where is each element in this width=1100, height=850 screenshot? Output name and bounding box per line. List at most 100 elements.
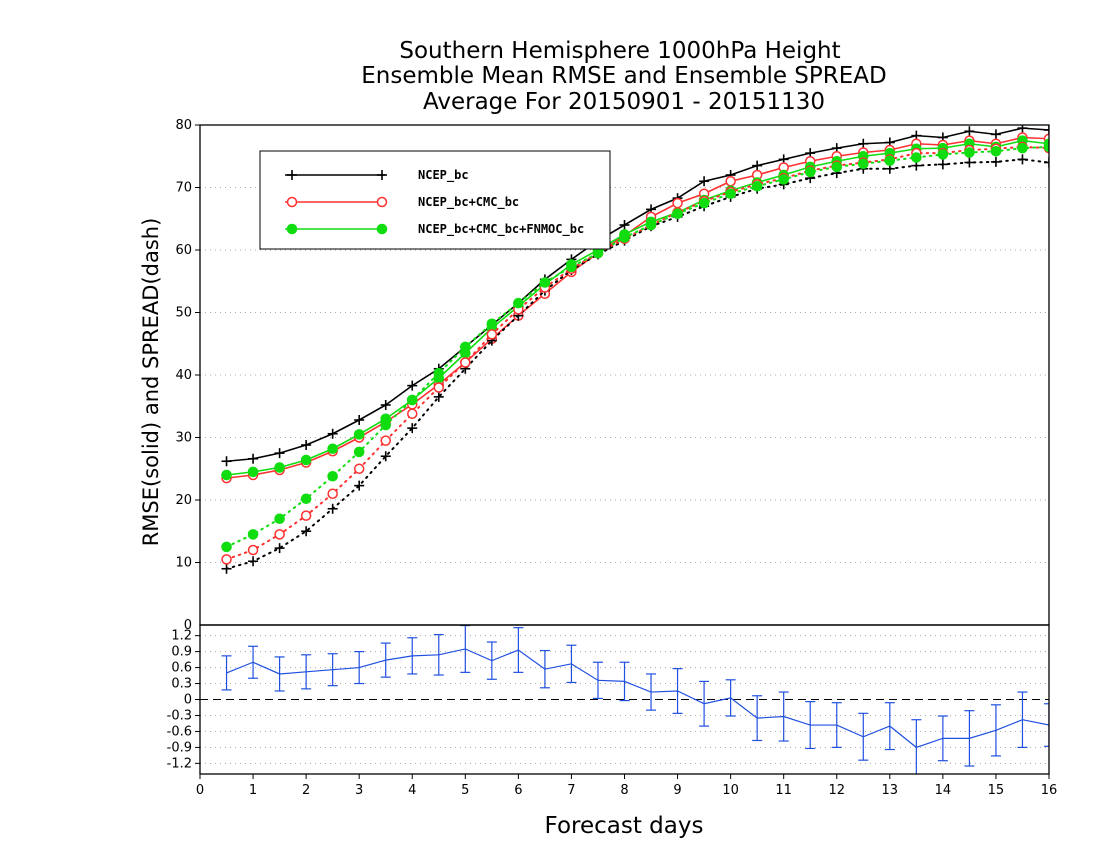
error-bar bbox=[566, 644, 577, 684]
legend-label: NCEP_bc bbox=[418, 168, 469, 183]
plus-marker bbox=[354, 415, 365, 425]
error-bar bbox=[805, 701, 816, 750]
legend-item: NCEP_bc+CMC_bc+FNMOC_bc bbox=[285, 222, 584, 237]
plus-marker bbox=[221, 563, 232, 574]
error-bar bbox=[354, 651, 365, 685]
plus-marker bbox=[301, 440, 312, 450]
filled-circle-marker bbox=[353, 446, 365, 458]
plus-marker bbox=[287, 170, 297, 180]
x-tick-label: 14 bbox=[935, 783, 952, 798]
x-tick-label: 3 bbox=[355, 783, 363, 798]
plus-marker bbox=[937, 159, 948, 170]
error-bar bbox=[1044, 703, 1049, 747]
filled-circle-marker bbox=[672, 208, 683, 220]
y-tick-label: 0 bbox=[184, 618, 192, 633]
filled-circle-marker bbox=[964, 147, 975, 158]
filled-circle-marker bbox=[1017, 142, 1028, 154]
y-tick-label: 70 bbox=[175, 181, 192, 196]
x-tick-label: 13 bbox=[882, 783, 899, 798]
error-bar bbox=[937, 715, 948, 762]
y-tick-label: -0.6 bbox=[167, 724, 192, 739]
filled-circle-marker bbox=[221, 469, 232, 481]
error-bar bbox=[990, 704, 1001, 757]
error-bar bbox=[964, 710, 975, 767]
y-tick-label: 0.9 bbox=[171, 645, 192, 660]
filled-circle-marker bbox=[327, 470, 338, 482]
y-tick-label: 10 bbox=[175, 556, 192, 571]
filled-circle-marker bbox=[380, 419, 392, 431]
filled-circle-marker bbox=[539, 277, 551, 288]
y-tick-label: 0 bbox=[184, 693, 192, 708]
filled-circle-marker bbox=[751, 180, 763, 192]
error-bar bbox=[752, 695, 763, 742]
error-bar bbox=[433, 633, 444, 676]
filled-circle-marker bbox=[300, 493, 312, 505]
filled-circle-marker bbox=[274, 513, 285, 525]
error-bar bbox=[221, 655, 232, 691]
error-bar bbox=[831, 702, 842, 748]
spread-line bbox=[225, 145, 1049, 561]
open-circle-marker bbox=[274, 529, 285, 540]
plus-marker bbox=[377, 170, 387, 180]
filled-circle-marker bbox=[433, 367, 445, 379]
y-tick-label: 60 bbox=[175, 243, 192, 258]
rmse-line bbox=[226, 127, 1049, 463]
plus-marker bbox=[1017, 125, 1028, 134]
plus-marker bbox=[380, 400, 391, 410]
plus-marker bbox=[858, 138, 869, 149]
open-circle-marker bbox=[221, 554, 232, 565]
difference-line bbox=[226, 648, 1049, 749]
plus-marker bbox=[407, 380, 418, 391]
plus-marker bbox=[407, 423, 418, 434]
y-tick-label: -0.9 bbox=[167, 740, 192, 755]
plus-marker bbox=[964, 157, 975, 168]
open-circle-marker bbox=[300, 510, 312, 521]
difference-line-series bbox=[221, 625, 1049, 774]
filled-circle-marker bbox=[619, 232, 630, 243]
y-tick-label: 1.2 bbox=[171, 629, 192, 644]
filled-circle-marker bbox=[990, 145, 1002, 157]
difference-series bbox=[221, 625, 1049, 774]
filled-circle-marker bbox=[725, 188, 736, 200]
filled-circle-marker bbox=[831, 161, 843, 173]
open-circle-marker bbox=[460, 357, 471, 368]
error-bar bbox=[460, 625, 471, 673]
legend-item: NCEP_bc+CMC_bc bbox=[285, 195, 519, 210]
x-tick-label: 15 bbox=[988, 783, 1005, 798]
x-tick-label: 8 bbox=[620, 783, 628, 798]
open-circle-marker bbox=[286, 196, 298, 208]
plus-marker bbox=[248, 556, 259, 567]
error-bar bbox=[274, 656, 285, 692]
error-bar bbox=[884, 702, 895, 751]
error-bar bbox=[672, 668, 683, 714]
bottom-panel-y-ticks: 1.20.90.60.30-0.3-0.6-0.9-1.20 bbox=[167, 618, 200, 771]
error-bar bbox=[646, 673, 657, 711]
open-circle-marker bbox=[327, 488, 338, 499]
plus-marker bbox=[990, 156, 1001, 167]
bottom-panel-frame bbox=[199, 624, 1050, 775]
error-bar bbox=[380, 642, 391, 678]
plus-marker bbox=[1017, 154, 1028, 165]
plus-marker bbox=[354, 480, 365, 491]
open-circle-marker bbox=[407, 408, 418, 419]
error-bar bbox=[301, 654, 312, 690]
error-bar bbox=[486, 641, 497, 680]
filled-circle-marker bbox=[937, 149, 949, 160]
x-axis-label: Forecast days bbox=[545, 813, 704, 839]
y-tick-label: 20 bbox=[175, 493, 192, 508]
plus-marker bbox=[327, 503, 338, 514]
x-tick-label: 5 bbox=[461, 783, 469, 798]
error-bar bbox=[592, 661, 603, 700]
x-tick-label: 1 bbox=[249, 783, 257, 798]
error-bar bbox=[858, 712, 869, 761]
filled-circle-marker bbox=[353, 429, 365, 440]
rmse-spread-series bbox=[221, 125, 1049, 574]
series-spread-5 bbox=[221, 141, 1049, 553]
plus-marker bbox=[274, 448, 285, 459]
open-circle-marker bbox=[376, 196, 388, 208]
x-axis-ticks: 0 1 2 3 4 5 6 7 8 9 10 11 12 13 14 15 16 bbox=[196, 774, 1057, 798]
error-bar bbox=[327, 653, 338, 687]
y-tick-label: 40 bbox=[175, 368, 192, 383]
plus-marker bbox=[752, 160, 763, 171]
error-bar bbox=[248, 645, 259, 679]
